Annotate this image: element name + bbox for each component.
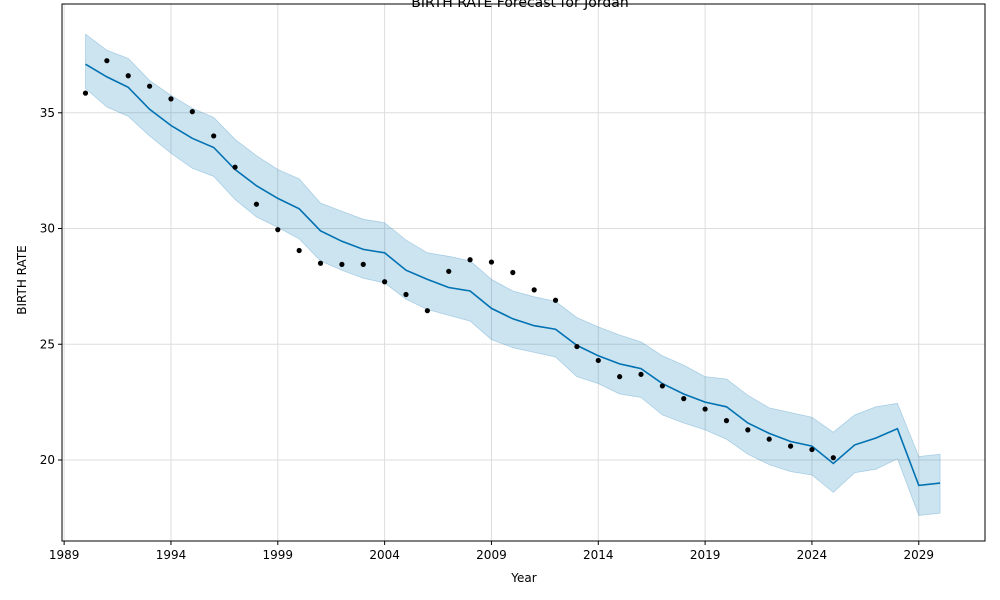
actual-point [681,396,687,402]
actual-point [253,201,260,207]
actual-point [531,287,537,293]
x-axis-label: Year [510,571,536,585]
x-tick-label: 2024 [797,548,828,562]
grid-lines [62,4,985,541]
actual-point [595,357,601,364]
actual-points [82,58,836,461]
actual-point [830,455,836,461]
actual-point [403,291,409,298]
actual-point [211,133,217,139]
actual-point [146,83,153,89]
actual-point [787,443,794,449]
y-tick-label: 25 [40,337,55,351]
x-tick-label: 1989 [49,548,80,562]
actual-point [232,164,238,170]
x-tick-label: 2029 [903,548,934,562]
x-tick-label: 2004 [369,548,400,562]
actual-point [125,73,131,79]
y-tick-label: 20 [40,453,55,467]
actual-point [446,268,452,274]
actual-point [317,260,324,266]
chart-title: BIRTH RATE Forecast for Jordan [411,0,628,11]
actual-point [339,261,345,267]
x-tick-label: 2009 [476,548,507,562]
x-tick-label: 1999 [263,548,294,562]
actual-point [275,227,281,233]
actual-point [745,427,751,433]
plot-frame [61,3,986,542]
actual-point [360,261,366,267]
actual-point [617,374,623,380]
actual-point [723,418,730,424]
actual-point [488,259,495,265]
actual-point [424,308,430,314]
actual-point [510,269,516,276]
actual-point [296,247,302,254]
x-axis-ticks: 1989 1994 1999 2004 2009 2014 2019 2024 2029 [49,541,934,562]
actual-point [552,297,559,303]
actual-point [82,90,89,96]
y-tick-label: 35 [40,106,55,120]
y-axis-label: BIRTH RATE [15,245,29,314]
actual-point [638,371,644,377]
forecast-line [85,63,941,487]
actual-point [168,96,174,102]
x-tick-label: 2019 [690,548,721,562]
actual-point [659,383,665,389]
actual-point [809,446,815,453]
y-axis-ticks: 20 25 30 35 [40,106,62,467]
x-tick-label: 2014 [583,548,614,562]
actual-point [104,58,110,64]
actual-point [702,406,708,412]
uncertainty-band [85,33,941,516]
actual-point [766,436,772,442]
actual-point [382,279,388,285]
y-tick-label: 30 [40,222,55,236]
actual-point [574,343,580,350]
actual-point [189,109,195,115]
actual-point [467,257,473,263]
x-tick-label: 1994 [156,548,187,562]
